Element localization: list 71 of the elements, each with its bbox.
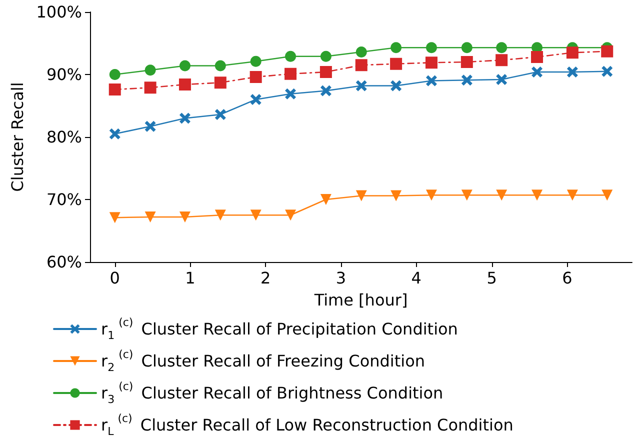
point xyxy=(214,109,226,120)
point xyxy=(214,76,226,89)
point xyxy=(390,80,402,92)
point xyxy=(532,66,543,78)
x-tick-label: 6 xyxy=(562,268,572,288)
point xyxy=(461,42,472,54)
point xyxy=(425,56,438,69)
point xyxy=(602,66,613,77)
point xyxy=(214,60,226,72)
point xyxy=(250,94,262,105)
point xyxy=(566,46,578,59)
point xyxy=(390,58,402,70)
point xyxy=(496,74,508,85)
point xyxy=(285,210,296,221)
point xyxy=(144,212,156,222)
x-tick-label: 2 xyxy=(260,268,271,288)
point xyxy=(250,210,262,221)
point xyxy=(461,74,472,86)
point xyxy=(250,56,262,67)
point xyxy=(285,88,296,100)
point xyxy=(250,71,262,83)
point xyxy=(496,190,508,201)
point xyxy=(390,190,402,202)
point xyxy=(356,190,367,202)
point xyxy=(460,56,473,68)
y-tick-label: 90% xyxy=(46,65,82,84)
y-axis-title: Cluster Recall xyxy=(8,82,27,192)
point xyxy=(109,212,120,224)
x-tick-label: 1 xyxy=(185,268,196,288)
y-tick-label: 70% xyxy=(46,190,82,209)
point xyxy=(179,212,190,222)
point xyxy=(602,190,613,201)
point xyxy=(356,46,367,58)
point xyxy=(109,69,120,80)
y-tick-label: 60% xyxy=(46,252,82,272)
point xyxy=(144,64,156,76)
point xyxy=(356,80,367,92)
point xyxy=(320,66,332,78)
x-tick-label: 5 xyxy=(486,268,497,288)
point xyxy=(179,60,190,72)
point xyxy=(496,54,508,66)
point xyxy=(179,112,190,124)
point xyxy=(601,45,614,58)
point xyxy=(178,78,191,90)
point xyxy=(426,42,437,54)
point xyxy=(320,85,332,96)
point xyxy=(532,190,543,201)
x-axis-title: Time [hour] xyxy=(313,290,408,310)
point xyxy=(285,50,296,62)
point xyxy=(320,50,332,62)
point xyxy=(144,120,156,132)
y-tick-label: 80% xyxy=(46,128,82,146)
x-tick-label: 4 xyxy=(411,268,422,288)
point xyxy=(426,190,437,201)
point xyxy=(320,194,332,205)
point xyxy=(109,128,120,140)
point xyxy=(566,66,578,78)
point xyxy=(531,51,544,63)
point xyxy=(426,75,437,86)
point xyxy=(461,190,472,201)
point xyxy=(214,210,226,221)
point xyxy=(284,68,297,80)
y-tick-label: 100% xyxy=(36,2,82,22)
point xyxy=(566,190,578,201)
point xyxy=(390,42,402,54)
point xyxy=(108,84,121,96)
point xyxy=(496,42,508,54)
point xyxy=(144,82,156,94)
x-tick-label: 3 xyxy=(336,268,346,288)
point xyxy=(355,59,368,72)
x-tick-label: 0 xyxy=(110,268,120,288)
